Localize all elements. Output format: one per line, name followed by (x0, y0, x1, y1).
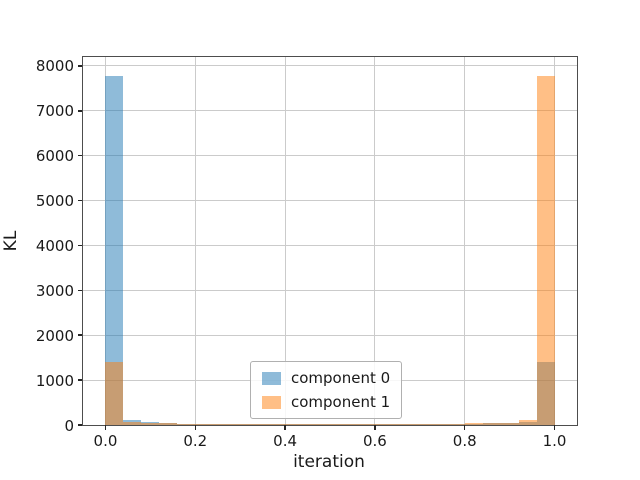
histogram-bar-component-1-bin-10 (285, 423, 304, 425)
x-tick-label-1: 1.0 (542, 432, 567, 450)
gridline-x-0.6 (374, 57, 376, 425)
histogram-bar-component-0-bin-0 (105, 75, 124, 425)
legend-swatch-component-0-icon (262, 371, 281, 385)
histogram-bar-component-1-bin-23 (518, 420, 537, 425)
histogram-bar-component-1-bin-8 (249, 423, 268, 425)
y-tick-label-1000: 1000 (35, 371, 74, 390)
x-tick-label-0.4: 0.4 (273, 432, 298, 450)
x-tick-label-0: 0.0 (93, 432, 118, 450)
legend-swatch-component-1-icon (262, 395, 281, 409)
gridline-y-5000 (83, 200, 577, 202)
histogram-bar-component-1-bin-11 (303, 423, 321, 425)
gridline-y-4000 (83, 244, 577, 246)
x-tick-mark-0 (104, 425, 107, 430)
y-tick-mark-3000 (77, 289, 82, 292)
x-tick-mark-0.4 (284, 425, 286, 430)
y-tick-mark-5000 (77, 199, 82, 202)
gridline-y-2000 (83, 334, 577, 336)
gridline-y-8000 (83, 65, 577, 67)
y-tick-label-5000: 5000 (35, 192, 74, 211)
y-tick-label-3000: 3000 (35, 281, 74, 300)
y-tick-label-0: 0 (64, 416, 74, 435)
y-tick-label-7000: 7000 (35, 102, 74, 121)
y-tick-label-6000: 6000 (35, 147, 74, 166)
histogram-bar-component-1-bin-18 (428, 423, 447, 425)
histogram-bar-component-1-bin-17 (410, 423, 429, 425)
y-tick-mark-0 (77, 424, 82, 426)
legend: component 0 component 1 (250, 361, 403, 419)
gridline-x-0.4 (284, 57, 286, 425)
gridline-x-0.8 (464, 57, 466, 425)
y-tick-label-4000: 4000 (35, 236, 74, 255)
histogram-bar-component-1-bin-5 (195, 423, 214, 425)
x-axis-label: iteration (293, 452, 365, 472)
x-tick-label-0.6: 0.6 (362, 432, 387, 450)
gridline-x-1 (554, 57, 556, 425)
histogram-bar-component-1-bin-1 (123, 422, 142, 425)
y-tick-label-2000: 2000 (35, 326, 74, 345)
histogram-bar-component-1-bin-15 (374, 423, 393, 425)
x-tick-mark-0.2 (194, 425, 197, 430)
histogram-bar-component-1-bin-21 (482, 423, 501, 425)
legend-label-component-1: component 1 (291, 393, 391, 411)
histogram-bar-component-1-bin-4 (177, 423, 196, 425)
y-tick-mark-1000 (77, 379, 82, 381)
y-tick-mark-7000 (77, 110, 82, 112)
histogram-bar-component-1-bin-14 (356, 423, 375, 425)
gridline-x-0.2 (194, 57, 196, 425)
x-tick-label-0.2: 0.2 (183, 432, 208, 450)
x-tick-mark-0.8 (463, 425, 466, 430)
y-tick-mark-2000 (77, 334, 82, 336)
histogram-bar-component-1-bin-22 (500, 422, 519, 425)
histogram-bar-component-1-bin-9 (267, 423, 286, 425)
y-tick-label-8000: 8000 (35, 57, 74, 76)
histogram-bar-component-1-bin-2 (141, 422, 160, 425)
histogram-bar-component-1-bin-13 (338, 423, 357, 425)
gridline-y-3000 (83, 289, 577, 291)
y-tick-mark-8000 (77, 65, 82, 67)
histogram-bar-component-1-bin-19 (446, 423, 465, 425)
x-tick-mark-0.6 (374, 425, 376, 430)
histogram-bar-component-1-bin-12 (321, 423, 339, 425)
x-tick-mark-1 (553, 425, 556, 430)
legend-entry-component-0: component 0 (262, 369, 390, 387)
legend-label-component-0: component 0 (291, 369, 391, 387)
gridline-y-7000 (83, 110, 577, 112)
histogram-bar-component-1-bin-20 (464, 423, 483, 425)
y-tick-mark-4000 (77, 244, 82, 247)
histogram-bar-component-1-bin-6 (213, 423, 232, 425)
histogram-bar-component-1-bin-16 (392, 423, 411, 425)
x-tick-label-0.8: 0.8 (452, 432, 477, 450)
histogram-bar-component-1-bin-3 (159, 423, 178, 425)
histogram-bar-component-1-bin-24 (536, 75, 555, 425)
legend-entry-component-1: component 1 (262, 393, 390, 411)
gridline-y-6000 (83, 155, 577, 157)
y-tick-mark-6000 (77, 154, 82, 157)
plot-area: 0.0 0.2 0.4 0.6 0.8 1.0 0 1000 2000 3000 4000 5000 6… (36, 56, 578, 450)
y-axis-label: KL (1, 230, 21, 252)
histogram-bar-component-1-bin-7 (231, 423, 250, 425)
histogram-bar-component-1-bin-0 (105, 362, 124, 425)
